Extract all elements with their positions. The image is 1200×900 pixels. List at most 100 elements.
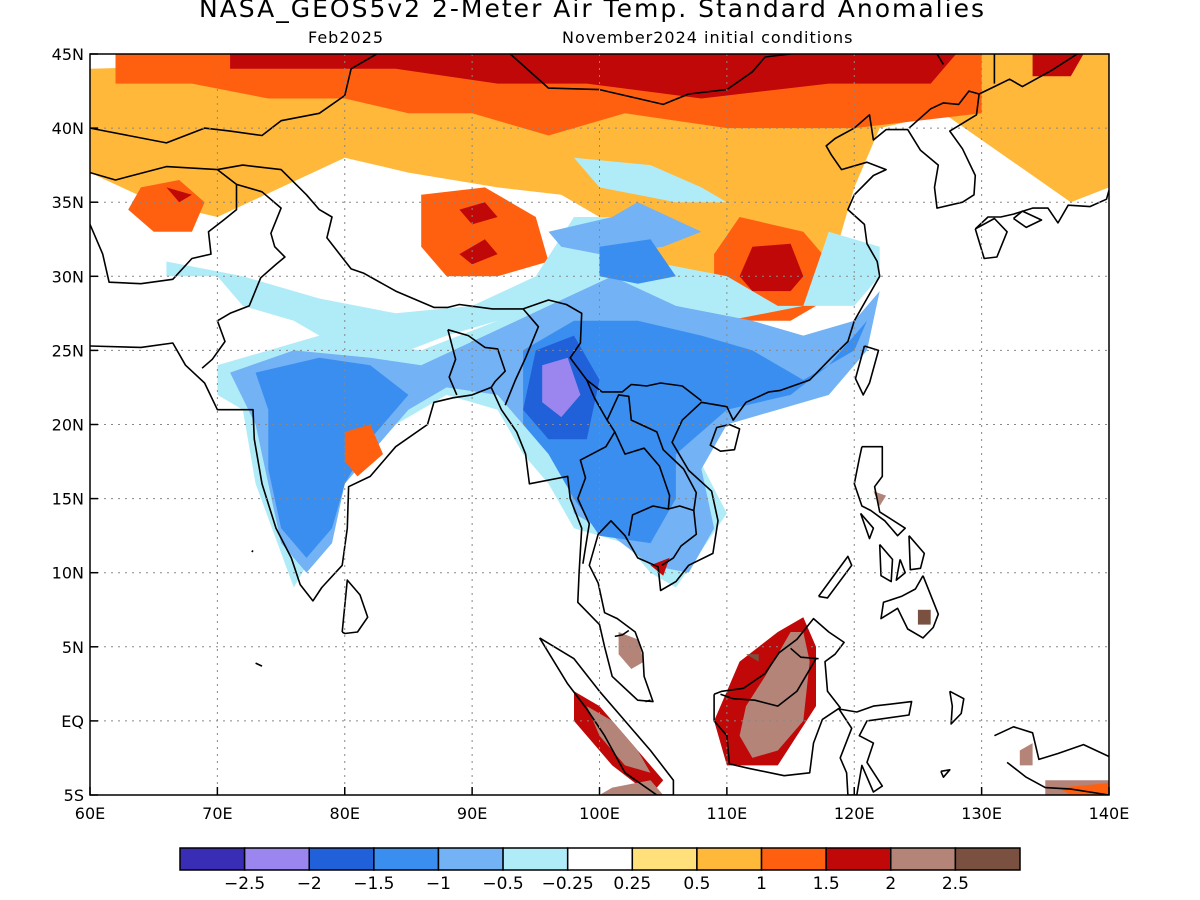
colorbar-label: 0.25: [613, 874, 651, 894]
coastline-24: [255, 662, 263, 667]
colorbar-label: 1: [756, 874, 767, 894]
colorbar-swatch: [437, 847, 504, 871]
coastline-43: [645, 699, 651, 703]
anomaly-region-16: [255, 357, 409, 558]
coastline-32: [606, 394, 698, 536]
coastline-42: [614, 629, 630, 638]
colorbar-label: −2: [297, 874, 322, 894]
coastline-6: [838, 700, 913, 795]
x-tick-label: 90E: [457, 804, 487, 823]
anomaly-region-26: [618, 632, 645, 669]
y-tick-label: 35N: [52, 193, 84, 212]
colorbar-label: −1: [426, 874, 451, 894]
colorbar-label: 2: [885, 874, 896, 894]
x-tick-label: 100E: [579, 804, 620, 823]
forecast-month: Feb2025: [308, 28, 385, 47]
colorbar-swatch: [696, 847, 763, 871]
coastline-1: [341, 579, 369, 635]
coastline-20: [1006, 761, 1109, 795]
colorbar-label: −2.5: [224, 874, 265, 894]
x-tick-label: 60E: [75, 804, 105, 823]
coastline-26: [90, 168, 238, 285]
anomaly-region-5: [230, 54, 957, 99]
anomaly-region-33: [1019, 743, 1033, 766]
x-axis-ticks: 60E 70E 80E 90E 100E 110E 120E 130E 140E: [75, 787, 1130, 823]
anomaly-region-27: [599, 780, 664, 795]
coastline-5: [713, 617, 845, 777]
colorbar-swatch: [179, 847, 246, 871]
x-tick-label: 130E: [961, 804, 1002, 823]
anomaly-region-17: [523, 320, 867, 544]
coastline-22: [949, 690, 965, 725]
x-tick-label: 110E: [707, 804, 748, 823]
anomaly-region-20: [542, 357, 581, 418]
anomaly-region-18: [599, 239, 676, 284]
y-tick-label: 30N: [52, 267, 84, 286]
y-tick-label: EQ: [61, 712, 84, 731]
coastline-44: [790, 647, 819, 660]
coastline-13: [859, 512, 875, 540]
coastline-14: [974, 190, 1109, 230]
coastline-35: [90, 94, 346, 144]
coastline-21: [940, 768, 951, 779]
anomaly-region-31: [917, 609, 931, 625]
colorbar-swatch: [373, 847, 440, 871]
colorbar-label: −1.5: [353, 874, 394, 894]
coastline-40: [936, 54, 945, 65]
anomaly-region-6: [739, 243, 804, 292]
coastline-16: [1012, 210, 1043, 229]
y-tick-label: 45N: [52, 45, 84, 64]
anomaly-region-21: [344, 424, 383, 477]
colorbar-label: −0.5: [482, 874, 523, 894]
coastline-27: [201, 183, 286, 369]
map-title: NASA_GEOS5v2 2-Meter Air Temp. Standard …: [199, 0, 986, 23]
coastline-7: [853, 445, 907, 537]
y-tick-label: 20N: [52, 416, 84, 435]
x-tick-label: 70E: [202, 804, 232, 823]
anomaly-region-8: [459, 239, 498, 265]
coastline-17: [1108, 54, 1109, 69]
y-tick-label: 40N: [52, 119, 84, 138]
coastline-10: [878, 543, 894, 583]
anomaly-region-32: [746, 654, 759, 662]
x-tick-label: 80E: [330, 804, 360, 823]
colorbar-swatch: [243, 847, 310, 871]
coastline-34: [661, 510, 698, 566]
coastline-9: [908, 535, 926, 571]
coastline-23: [251, 550, 254, 553]
coastline-45: [720, 658, 817, 707]
colorbar-label: −0.25: [542, 874, 594, 894]
coastline-11: [895, 559, 907, 581]
coastline-39: [908, 90, 980, 129]
anomaly-region-7: [459, 202, 498, 225]
anomaly-fields: [90, 54, 1109, 795]
colorbar-swatch: [890, 847, 957, 871]
anomaly-region-15: [548, 202, 702, 255]
anomaly-region-25: [586, 706, 651, 773]
coastline-0: [90, 54, 1078, 703]
coastline-38: [835, 54, 837, 55]
colorbar-label: 0.5: [683, 874, 710, 894]
coastline-19: [994, 725, 1109, 761]
coastline-25: [90, 164, 702, 402]
coastline-33: [614, 431, 671, 510]
colorbar-swatch: [825, 847, 892, 871]
y-tick-label: 10N: [52, 564, 84, 583]
x-tick-label: 140E: [1089, 804, 1130, 823]
colorbar: −2.5 −2 −1.5 −1 −0.5 −0.25 0.25 0.5 1 1.5 2 2.5: [179, 847, 1021, 894]
colorbar-label: 2.5: [942, 874, 969, 894]
x-tick-label: 120E: [834, 804, 875, 823]
colorbar-label: 1.5: [813, 874, 840, 894]
colorbar-swatch: [954, 847, 1021, 871]
colorbar-swatch: [308, 847, 375, 871]
colorbar-swatch: [760, 847, 827, 871]
y-tick-label: 5N: [62, 638, 84, 657]
colorbar-swatch: [566, 847, 634, 871]
anomaly-region-10: [166, 187, 192, 203]
y-tick-label: 25N: [52, 341, 84, 360]
coastline-15: [974, 217, 1008, 260]
y-tick-label: 15N: [52, 490, 84, 509]
colorbar-swatch: [502, 847, 569, 871]
anomaly-region-23: [739, 632, 810, 758]
